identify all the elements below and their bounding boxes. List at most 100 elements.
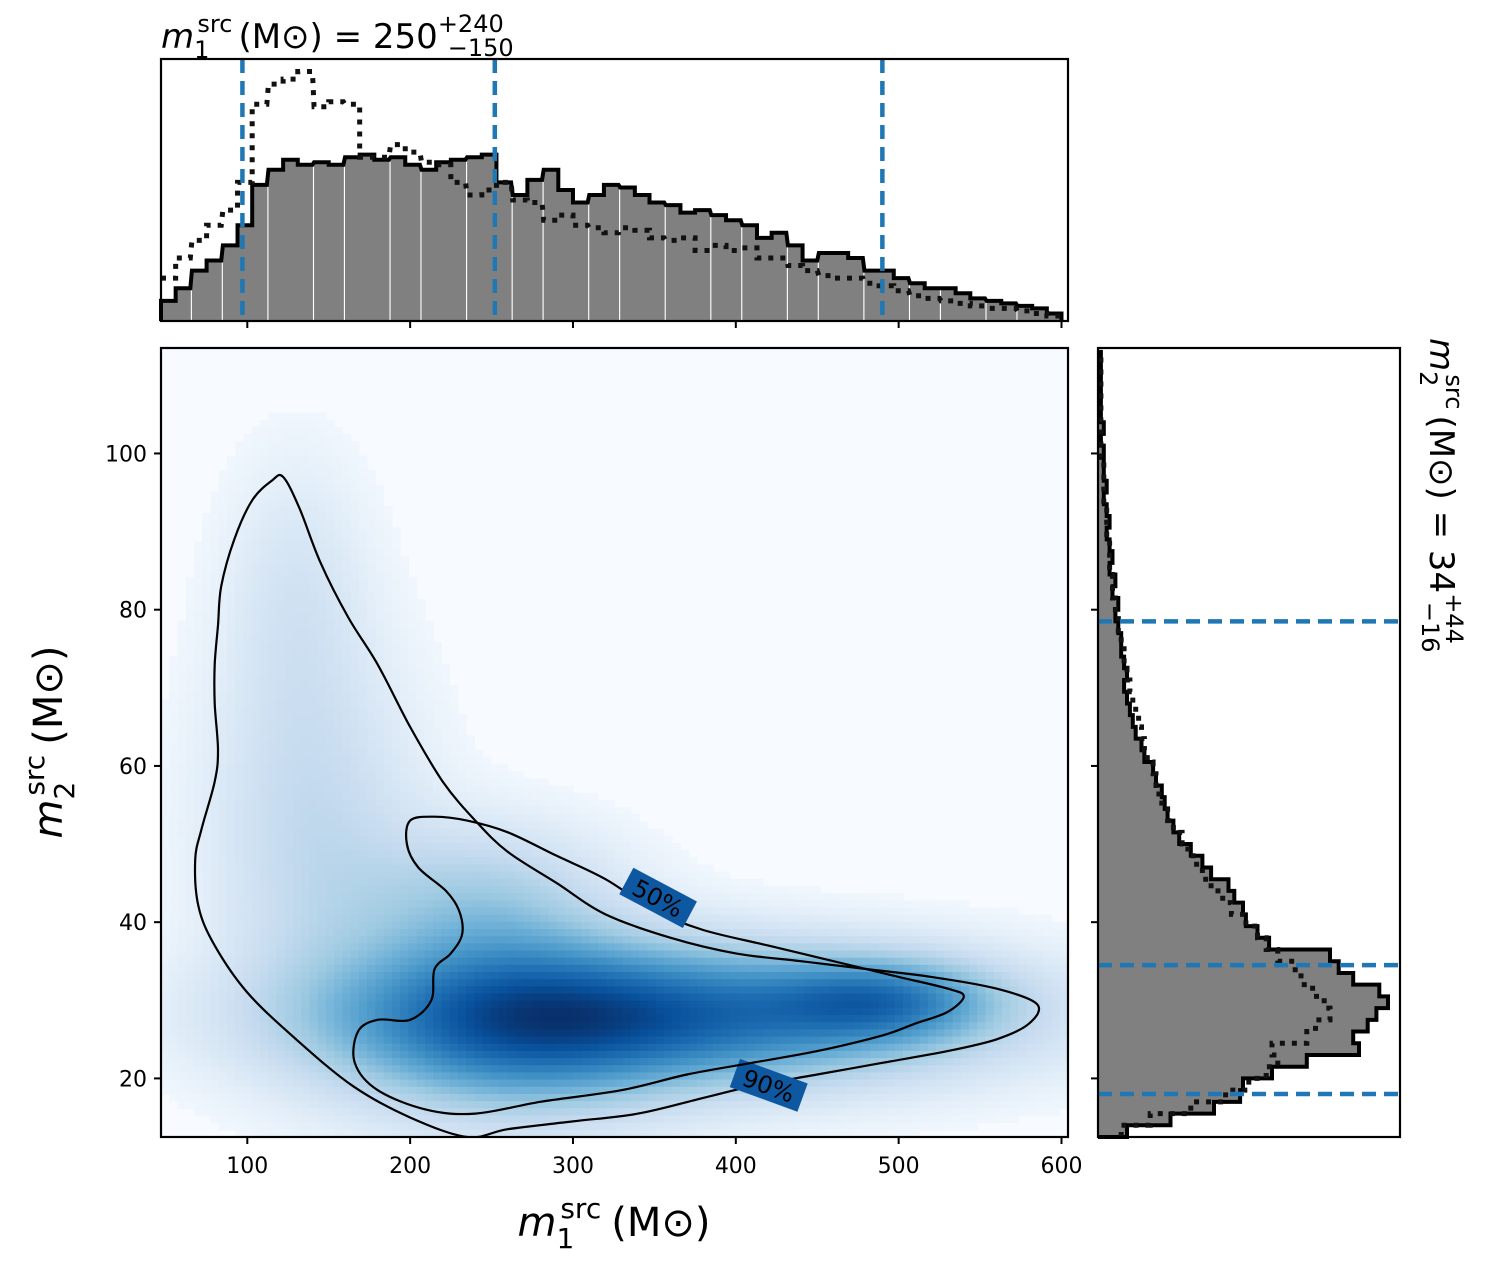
- heatmap-cell: [1051, 993, 1061, 1002]
- heatmap-cell: [474, 979, 484, 987]
- heatmap-cell: [317, 828, 327, 837]
- heatmap-cell: [911, 1007, 921, 1016]
- heatmap-cell: [424, 1050, 434, 1059]
- heatmap-cell: [400, 799, 409, 808]
- heatmap-cell: [630, 979, 640, 987]
- heatmap-cell: [548, 907, 558, 916]
- heatmap-cell: [218, 677, 228, 686]
- heatmap-cell: [161, 871, 170, 880]
- heatmap-cell: [606, 821, 616, 830]
- heatmap-cell: [927, 993, 937, 1002]
- heatmap-cell: [556, 914, 566, 923]
- heatmap-cell: [350, 606, 360, 614]
- heatmap-cell: [449, 764, 459, 772]
- heatmap-cell: [721, 986, 731, 995]
- heatmap-cell: [226, 964, 236, 973]
- heatmap-cell: [235, 548, 245, 557]
- heatmap-cell: [317, 735, 327, 744]
- heatmap-cell: [1002, 972, 1011, 980]
- heatmap-cell: [177, 878, 187, 887]
- heatmap-cell: [490, 764, 500, 772]
- heatmap-cell: [235, 764, 245, 772]
- heatmap-cell: [367, 505, 376, 514]
- heatmap-cell: [993, 993, 1003, 1002]
- heatmap-cell: [375, 512, 385, 521]
- top-title-sup: src: [197, 10, 232, 38]
- heatmap-cell: [820, 1000, 830, 1009]
- heatmap-cell: [350, 914, 360, 923]
- heatmap-cell: [433, 993, 442, 1002]
- heatmap-cell: [622, 907, 632, 916]
- heatmap-cell: [837, 900, 846, 909]
- heatmap-cell: [614, 835, 624, 844]
- heatmap-cell: [177, 1058, 187, 1066]
- heatmap-cell: [325, 928, 335, 937]
- heatmap-cell: [647, 1022, 657, 1031]
- heatmap-cell: [1026, 914, 1036, 923]
- heatmap-cell: [952, 972, 962, 980]
- heatmap-cell: [424, 627, 434, 636]
- heatmap-cell: [251, 871, 261, 880]
- heatmap-cell: [391, 735, 401, 744]
- heatmap-cell: [573, 814, 583, 822]
- heatmap-cell: [235, 907, 245, 916]
- heatmap-cell: [301, 692, 311, 701]
- heatmap-cell: [309, 979, 319, 987]
- heatmap-cell: [688, 943, 698, 952]
- heatmap-cell: [251, 699, 261, 708]
- heatmap-cell: [969, 1050, 978, 1059]
- heatmap-cell: [441, 1029, 451, 1038]
- heatmap-cell: [226, 584, 236, 593]
- heatmap-cell: [342, 835, 352, 844]
- heatmap-cell: [878, 943, 888, 952]
- heatmap-cell: [235, 871, 245, 880]
- heatmap-cell: [226, 620, 236, 629]
- heatmap-cell: [193, 742, 203, 751]
- heatmap-cell: [944, 986, 954, 995]
- heatmap-cell: [185, 742, 195, 751]
- heatmap-cell: [202, 556, 212, 564]
- heatmap-cell: [622, 807, 632, 815]
- heatmap-cell: [977, 979, 987, 987]
- heatmap-cell: [573, 864, 583, 873]
- heatmap-cell: [894, 907, 904, 916]
- heatmap-cell: [589, 972, 599, 980]
- heatmap-cell: [185, 713, 195, 722]
- heatmap-cell: [350, 1029, 360, 1038]
- heatmap-cell: [1026, 950, 1036, 959]
- heatmap-cell: [672, 1022, 682, 1031]
- heatmap-cell: [342, 792, 352, 801]
- heatmap-cell: [383, 520, 393, 528]
- heatmap-cell: [507, 1036, 517, 1045]
- heatmap-cell: [837, 921, 846, 930]
- heatmap-cell: [960, 1000, 970, 1009]
- heatmap-cell: [169, 1043, 179, 1052]
- heatmap-cell: [334, 1050, 343, 1059]
- heatmap-cell: [482, 993, 492, 1002]
- heatmap-cell: [375, 692, 385, 701]
- heatmap-cell: [639, 921, 649, 930]
- heatmap-cell: [787, 936, 797, 944]
- heatmap-cell: [985, 972, 995, 980]
- heatmap-cell: [309, 584, 319, 593]
- heatmap-cell: [713, 885, 723, 894]
- heatmap-cell: [779, 885, 789, 894]
- heatmap-cell: [284, 634, 294, 643]
- heatmap-cell: [622, 814, 632, 822]
- heatmap-cell: [408, 785, 418, 794]
- heatmap-cell: [985, 928, 995, 937]
- heatmap-cell: [284, 663, 294, 672]
- heatmap-cell: [556, 785, 566, 794]
- heatmap-cell: [713, 921, 723, 930]
- heatmap-cell: [358, 749, 368, 758]
- heatmap-cell: [210, 1029, 220, 1038]
- heatmap-cell: [400, 979, 409, 987]
- heatmap-cell: [713, 1029, 723, 1038]
- heatmap-cell: [243, 498, 253, 507]
- heatmap-cell: [845, 907, 855, 916]
- heatmap-cell: [416, 749, 426, 758]
- heatmap-cell: [301, 570, 311, 579]
- heatmap-cell: [383, 591, 393, 600]
- heatmap-cell: [375, 484, 385, 493]
- heatmap-cell: [284, 469, 294, 478]
